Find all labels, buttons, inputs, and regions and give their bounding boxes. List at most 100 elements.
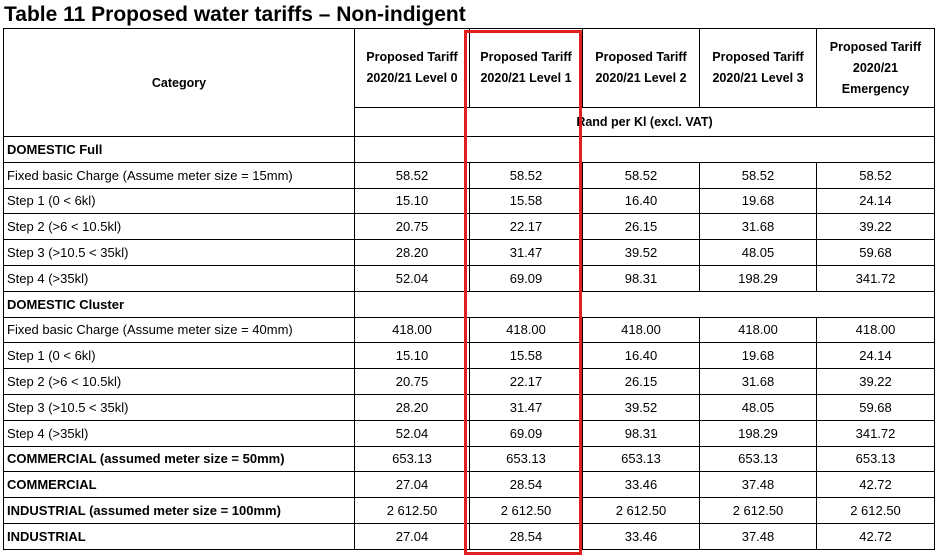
row-label: Fixed basic Charge (Assume meter size = …	[3, 316, 355, 344]
cell-value: 31.68	[699, 368, 817, 395]
cell-value: 58.52	[469, 161, 583, 189]
table-row: Step 1 (0 < 6kl) 15.10 15.58 16.40 19.68 24.1…	[3, 342, 935, 370]
header-level-3: Proposed Tariff 2020/21 Level 3	[699, 28, 817, 108]
cell-value: 2 612.50	[582, 497, 700, 524]
cell-value: 39.52	[582, 239, 700, 266]
header-level-1: Proposed Tariff 2020/21 Level 1	[469, 28, 583, 108]
row-label: Step 4 (>35kl)	[3, 264, 355, 292]
table-title: Table 11 Proposed water tariffs – Non-in…	[4, 3, 466, 26]
row-label: INDUSTRIAL	[3, 522, 355, 550]
table-row: COMMERCIAL 27.04 28.54 33.46 37.48 42.72	[3, 471, 935, 499]
section-filler	[354, 290, 935, 318]
cell-value: 15.10	[354, 342, 470, 370]
cell-value: 31.68	[699, 213, 817, 241]
cell-value: 98.31	[582, 419, 700, 447]
cell-value: 2 612.50	[354, 497, 470, 524]
cell-value: 48.05	[699, 239, 817, 266]
cell-value: 24.14	[816, 342, 935, 370]
unit-header: Rand per Kl (excl. VAT)	[354, 107, 935, 137]
cell-value: 27.04	[354, 522, 470, 550]
cell-value: 31.47	[469, 239, 583, 266]
cell-value: 20.75	[354, 368, 470, 395]
cell-value: 58.52	[582, 161, 700, 189]
cell-value: 26.15	[582, 368, 700, 395]
tariff-table: Category Proposed Tariff 2020/21 Level 0…	[3, 28, 935, 550]
table-row: Step 1 (0 < 6kl) 15.10 15.58 16.40 19.68 24.1…	[3, 187, 935, 215]
row-label: Step 1 (0 < 6kl)	[3, 187, 355, 215]
cell-value: 16.40	[582, 342, 700, 370]
table-row: INDUSTRIAL 27.04 28.54 33.46 37.48 42.72	[3, 522, 935, 550]
cell-value: 15.10	[354, 187, 470, 215]
cell-value: 22.17	[469, 368, 583, 395]
cell-value: 28.54	[469, 471, 583, 499]
cell-value: 418.00	[816, 316, 935, 344]
cell-value: 24.14	[816, 187, 935, 215]
row-label: COMMERCIAL	[3, 471, 355, 499]
table-row: Step 2 (>6 < 10.5kl) 20.75 22.17 26.15 31.68…	[3, 368, 935, 395]
cell-value: 39.52	[582, 393, 700, 421]
table-body: DOMESTIC Full Fixed basic Charge (Assume …	[3, 136, 935, 550]
table-row: Step 3 (>10.5 < 35kl) 28.20 31.47 39.52 48.0…	[3, 239, 935, 266]
cell-value: 198.29	[699, 264, 817, 292]
row-label: Step 3 (>10.5 < 35kl)	[3, 239, 355, 266]
section-row: DOMESTIC Full	[3, 136, 935, 163]
cell-value: 52.04	[354, 264, 470, 292]
cell-value: 653.13	[354, 445, 470, 473]
table-row: INDUSTRIAL (assumed meter size = 100mm) 2…	[3, 497, 935, 524]
cell-value: 418.00	[354, 316, 470, 344]
row-label: Step 4 (>35kl)	[3, 419, 355, 447]
cell-value: 653.13	[469, 445, 583, 473]
table-row: Fixed basic Charge (Assume meter size = …	[3, 316, 935, 344]
cell-value: 15.58	[469, 342, 583, 370]
cell-value: 42.72	[816, 471, 935, 499]
cell-value: 341.72	[816, 419, 935, 447]
cell-value: 653.13	[582, 445, 700, 473]
cell-value: 69.09	[469, 264, 583, 292]
cell-value: 28.20	[354, 239, 470, 266]
header-level-0: Proposed Tariff 2020/21 Level 0	[354, 28, 470, 108]
cell-value: 19.68	[699, 342, 817, 370]
row-label: Step 2 (>6 < 10.5kl)	[3, 368, 355, 395]
header-level-2: Proposed Tariff 2020/21 Level 2	[582, 28, 700, 108]
cell-value: 198.29	[699, 419, 817, 447]
cell-value: 48.05	[699, 393, 817, 421]
row-label: COMMERCIAL (assumed meter size = 50mm)	[3, 445, 355, 473]
row-label: Fixed basic Charge (Assume meter size = …	[3, 161, 355, 189]
cell-value: 37.48	[699, 471, 817, 499]
header-emergency: Proposed Tariff 2020/21 Emergency	[816, 28, 935, 108]
cell-value: 22.17	[469, 213, 583, 241]
cell-value: 20.75	[354, 213, 470, 241]
table-row: Step 4 (>35kl) 52.04 69.09 98.31 198.29 341.7…	[3, 419, 935, 447]
cell-value: 39.22	[816, 368, 935, 395]
cell-value: 418.00	[699, 316, 817, 344]
row-label: Step 1 (0 < 6kl)	[3, 342, 355, 370]
section-filler	[354, 136, 935, 163]
cell-value: 27.04	[354, 471, 470, 499]
header-category: Category	[3, 28, 355, 137]
cell-value: 58.52	[699, 161, 817, 189]
cell-value: 2 612.50	[469, 497, 583, 524]
cell-value: 58.52	[816, 161, 935, 189]
row-label: INDUSTRIAL (assumed meter size = 100mm)	[3, 497, 355, 524]
cell-value: 98.31	[582, 264, 700, 292]
cell-value: 16.40	[582, 187, 700, 215]
cell-value: 2 612.50	[699, 497, 817, 524]
cell-value: 33.46	[582, 522, 700, 550]
cell-value: 341.72	[816, 264, 935, 292]
cell-value: 15.58	[469, 187, 583, 215]
cell-value: 28.20	[354, 393, 470, 421]
row-label: Step 2 (>6 < 10.5kl)	[3, 213, 355, 241]
table-row: COMMERCIAL (assumed meter size = 50mm) 65…	[3, 445, 935, 473]
cell-value: 28.54	[469, 522, 583, 550]
table-row: Step 2 (>6 < 10.5kl) 20.75 22.17 26.15 31.68…	[3, 213, 935, 241]
table-row: Step 3 (>10.5 < 35kl) 28.20 31.47 39.52 48.0…	[3, 393, 935, 421]
cell-value: 418.00	[469, 316, 583, 344]
cell-value: 19.68	[699, 187, 817, 215]
cell-value: 39.22	[816, 213, 935, 241]
row-label: Step 3 (>10.5 < 35kl)	[3, 393, 355, 421]
cell-value: 2 612.50	[816, 497, 935, 524]
cell-value: 26.15	[582, 213, 700, 241]
cell-value: 58.52	[354, 161, 470, 189]
row-label: DOMESTIC Full	[3, 136, 355, 163]
cell-value: 418.00	[582, 316, 700, 344]
